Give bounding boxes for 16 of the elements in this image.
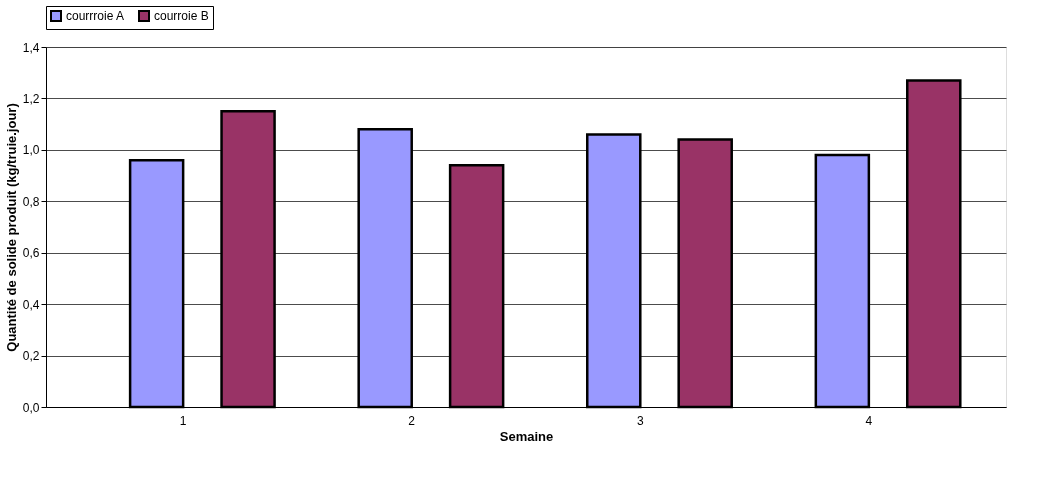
y-tick-label: 0,2 bbox=[22, 349, 40, 364]
y-tick-label: 0,4 bbox=[22, 297, 40, 312]
y-tick-label: 0,8 bbox=[22, 194, 40, 209]
y-tick-label: 0,0 bbox=[22, 400, 40, 415]
y-tick-label: 1,2 bbox=[22, 91, 40, 106]
y-tick-label: 1,4 bbox=[22, 40, 40, 55]
legend-label: courroie B bbox=[154, 9, 209, 23]
x-tick-label: 1 bbox=[179, 413, 187, 428]
y-tick-label: 0,6 bbox=[22, 246, 40, 261]
x-axis-title: Semaine bbox=[499, 428, 554, 444]
legend-label: courrroie A bbox=[66, 9, 125, 23]
y-tick-label: 1,0 bbox=[22, 143, 40, 158]
x-tick-label: 4 bbox=[865, 413, 873, 428]
x-tick-label: 2 bbox=[408, 413, 416, 428]
x-tick-label: 3 bbox=[636, 413, 644, 428]
y-axis-title: Quantité de solide produit (kg/truie.jour) bbox=[3, 103, 19, 352]
